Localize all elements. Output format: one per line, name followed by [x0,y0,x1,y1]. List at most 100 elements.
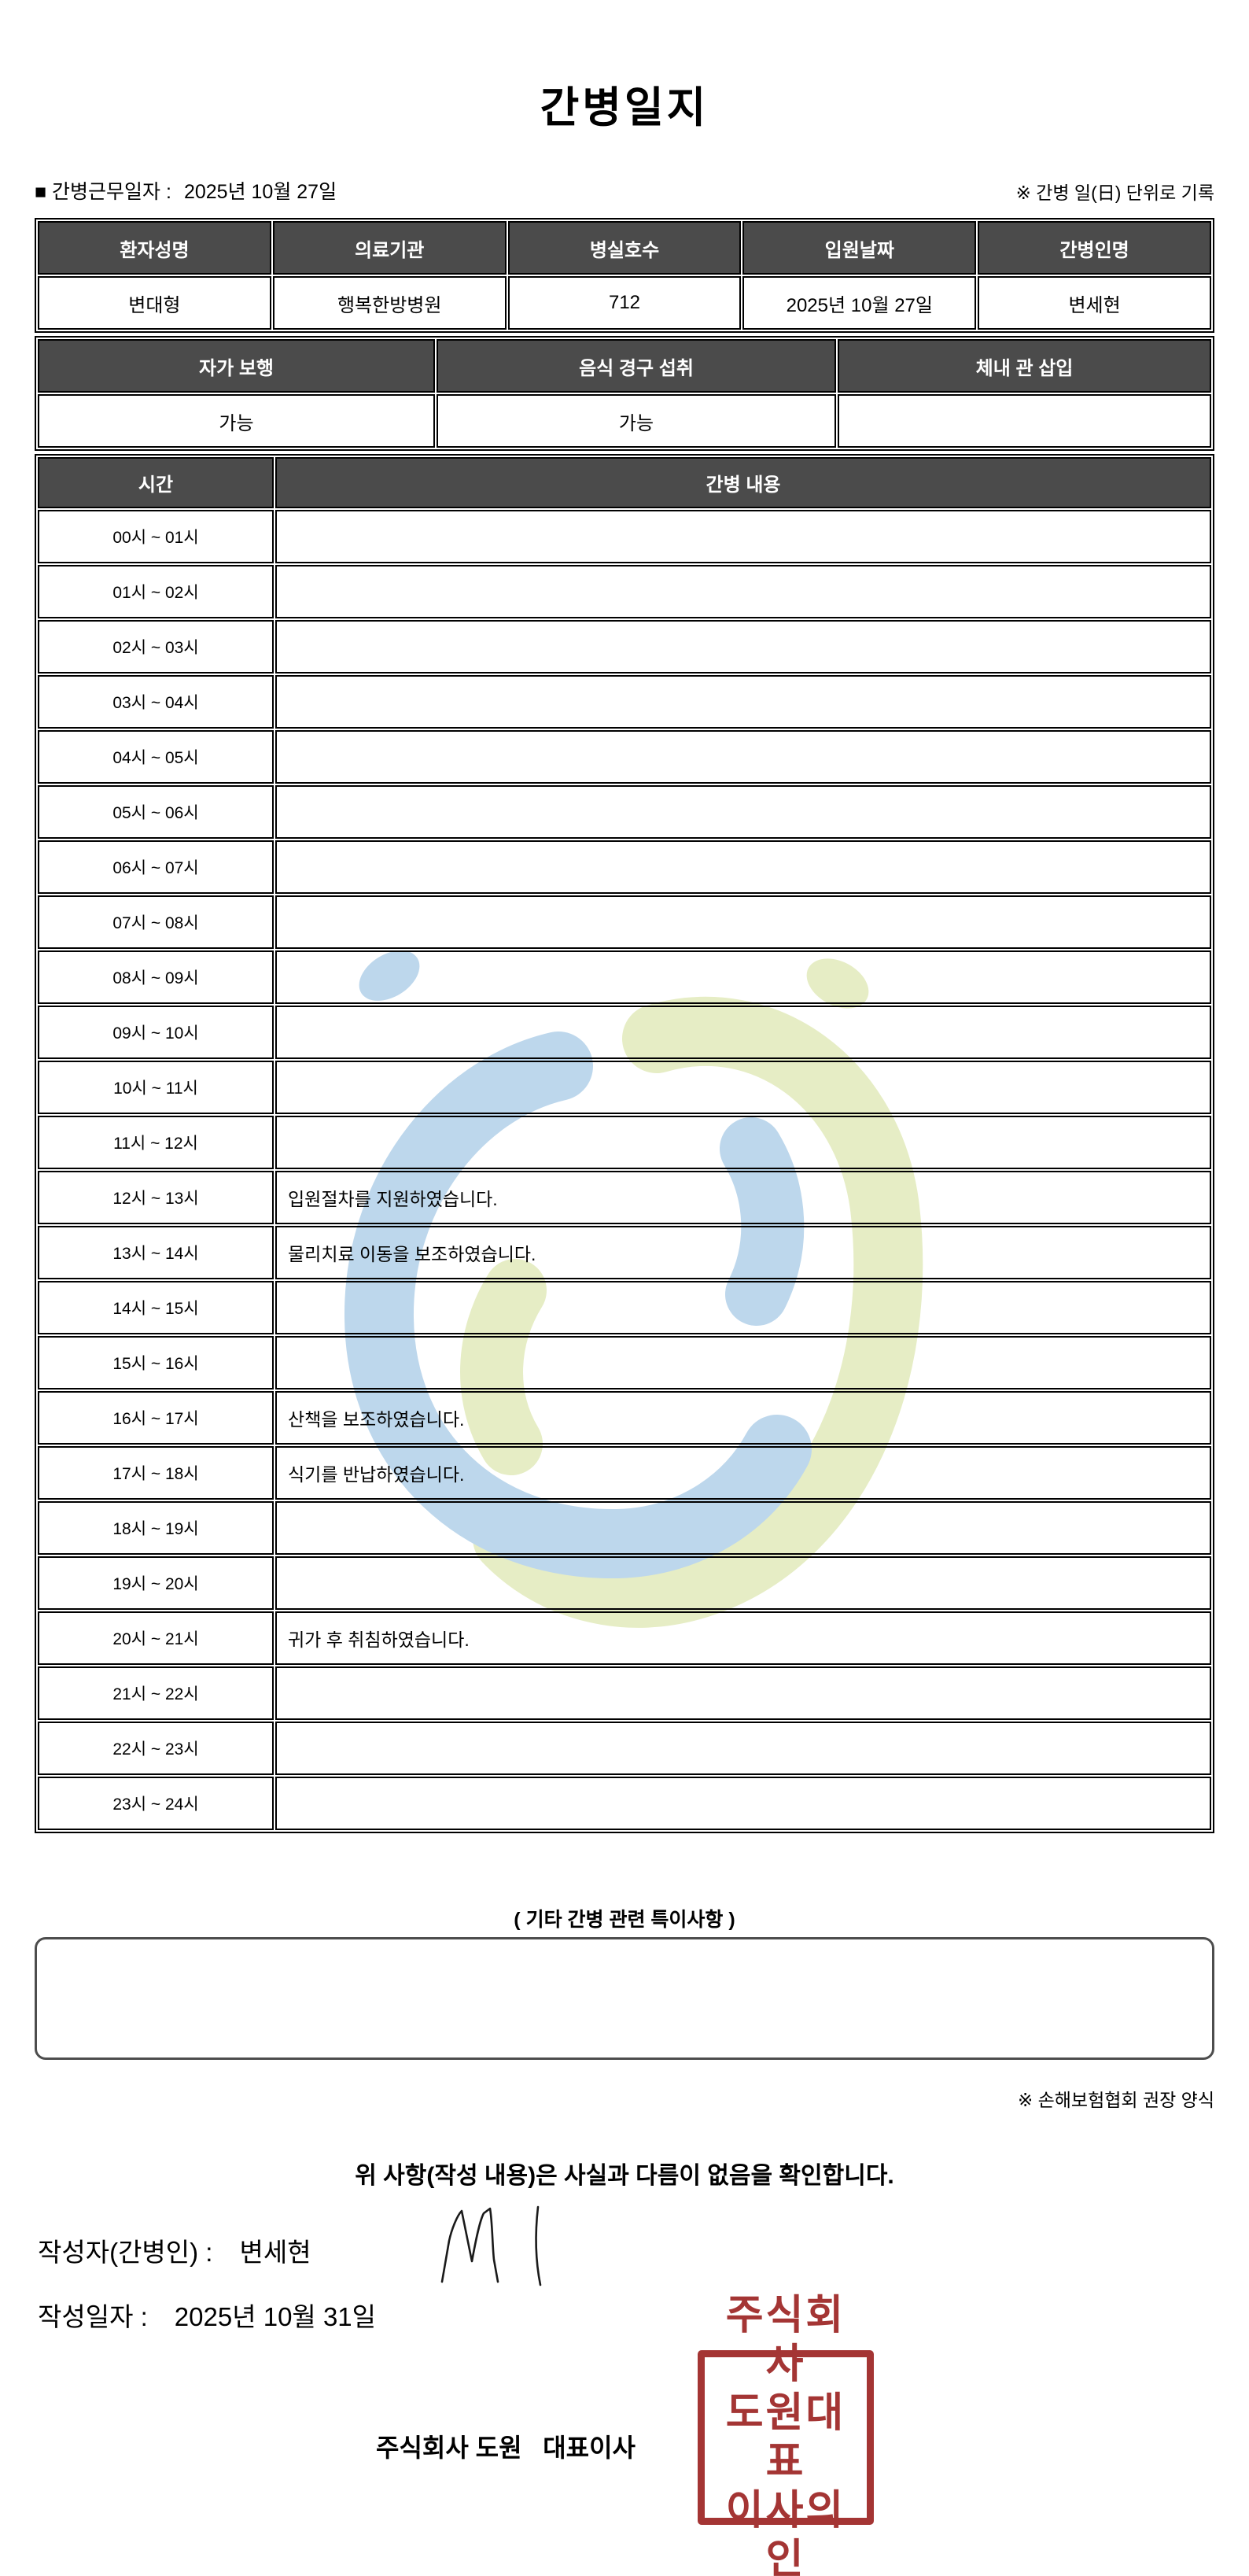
care-log-row: 19시 ~ 20시 [38,1556,1211,1610]
care-content-cell: 산책을 보조하였습니다. [275,1391,1211,1445]
value-admission-date: 2025년 10월 27일 [742,276,977,330]
care-log-row: 06시 ~ 07시 [38,840,1211,894]
time-cell: 21시 ~ 22시 [38,1666,274,1720]
care-log-row: 12시 ~ 13시 입원절차를 지원하였습니다. [38,1171,1211,1224]
care-log-row: 18시 ~ 19시 [38,1501,1211,1555]
care-log-row: 05시 ~ 06시 [38,785,1211,839]
care-content-cell: 물리치료 이동을 보조하였습니다. [275,1226,1211,1279]
value-self-walking: 가능 [38,394,435,448]
patient-status-table: 자가 보행 음식 경구 섭취 체내 관 삽입 가능 가능 [35,336,1214,451]
time-cell: 00시 ~ 01시 [38,510,274,563]
time-cell: 10시 ~ 11시 [38,1061,274,1114]
care-log-row: 23시 ~ 24시 [38,1777,1211,1830]
confirmation-statement: 위 사항(작성 내용)은 사실과 다름이 없음을 확인합니다. [355,2163,894,2189]
writer-name: 변세현 [239,2238,311,2267]
time-cell: 02시 ~ 03시 [38,620,274,674]
written-date-label: 작성일자 : [38,2302,148,2331]
work-date-value: 2025년 10월 27일 [183,181,337,203]
value-room-number: 712 [507,276,742,330]
time-cell: 12시 ~ 13시 [38,1171,274,1224]
header-medical-institution: 의료기관 [272,221,507,275]
care-log-row: 14시 ~ 15시 [38,1281,1211,1334]
header-self-walking: 자가 보행 [38,339,435,393]
time-cell: 15시 ~ 16시 [38,1336,274,1389]
care-log-row: 13시 ~ 14시 물리치료 이동을 보조하였습니다. [38,1226,1211,1279]
care-content-cell [275,1777,1211,1830]
care-log-row: 10시 ~ 11시 [38,1061,1211,1114]
care-log-row: 01시 ~ 02시 [38,565,1211,618]
time-cell: 04시 ~ 05시 [38,730,274,784]
care-content-cell [275,620,1211,674]
care-content-cell [275,840,1211,894]
time-cell: 06시 ~ 07시 [38,840,274,894]
seal-text-row: 도원대표 [725,2390,846,2485]
care-log-row: 00시 ~ 01시 [38,510,1211,563]
time-cell: 18시 ~ 19시 [38,1501,274,1555]
signature [440,2205,542,2286]
care-log-table: 시간 간병 내용 00시 ~ 01시 01시 ~ 02시 02시 ~ 03시 0… [35,454,1214,1833]
time-cell: 11시 ~ 12시 [38,1116,274,1169]
care-log-row: 04시 ~ 05시 [38,730,1211,784]
care-content-cell: 입원절차를 지원하였습니다. [275,1171,1211,1224]
care-content-cell [275,895,1211,949]
time-cell: 14시 ~ 15시 [38,1281,274,1334]
work-date-line: ■ 간병근무일자 : 2025년 10월 27일 [35,176,337,205]
header-patient-name: 환자성명 [38,221,271,275]
work-date-label: ■ 간병근무일자 : [35,181,171,203]
care-content-cell: 귀가 후 취침하였습니다. [275,1611,1211,1665]
care-content-cell [275,1722,1211,1775]
care-content-cell [275,565,1211,618]
care-log-row: 11시 ~ 12시 [38,1116,1211,1169]
care-content-cell [275,1006,1211,1059]
time-cell: 08시 ~ 09시 [38,950,274,1004]
care-content-cell [275,510,1211,563]
remarks-title: ( 기타 간병 관련 특이사항 ) [514,1909,735,1931]
seal-text-row: 이사의인 [725,2488,846,2576]
remarks-box [35,1937,1214,2060]
care-content-cell [275,1666,1211,1720]
header-care-content: 간병 내용 [275,457,1211,508]
page-title: 간병일지 [540,84,709,131]
time-cell: 17시 ~ 18시 [38,1446,274,1500]
care-log-row: 20시 ~ 21시 귀가 후 취침하였습니다. [38,1611,1211,1665]
company-seal-stamp: 주식회사 도원대표 이사의인 [698,2293,874,2576]
writer-line: 작성자(간병인) : 변세현 [38,2231,311,2269]
time-cell: 13시 ~ 14시 [38,1226,274,1279]
care-content-cell [275,1556,1211,1610]
header-admission-date: 입원날짜 [742,221,977,275]
value-patient-name: 변대형 [38,276,271,330]
writer-label: 작성자(간병인) : [38,2238,213,2267]
care-log-row: 16시 ~ 17시 산책을 보조하였습니다. [38,1391,1211,1445]
care-log-row: 07시 ~ 08시 [38,895,1211,949]
time-cell: 23시 ~ 24시 [38,1777,274,1830]
care-content-cell: 식기를 반납하였습니다. [275,1446,1211,1500]
signature-scribble [440,2207,499,2283]
care-content-cell [275,1336,1211,1389]
time-cell: 22시 ~ 23시 [38,1722,274,1775]
form-recommendation-note: ※ 손해보험협회 권장 양식 [1017,2090,1214,2110]
time-cell: 05시 ~ 06시 [38,785,274,839]
care-log-row: 09시 ~ 10시 [38,1006,1211,1059]
header-caregiver-name: 간병인명 [978,221,1211,275]
care-log-row: 03시 ~ 04시 [38,675,1211,729]
written-date-value: 2025년 10월 31일 [174,2302,377,2331]
care-table-body: 00시 ~ 01시 01시 ~ 02시 02시 ~ 03시 03시 ~ 04시 … [38,510,1211,1830]
care-log-row: 02시 ~ 03시 [38,620,1211,674]
header-time: 시간 [38,457,274,508]
care-content-cell [275,1281,1211,1334]
care-content-cell [275,1501,1211,1555]
seal-text-row: 주식회사 [725,2293,846,2387]
time-cell: 20시 ~ 21시 [38,1611,274,1665]
care-content-cell [275,950,1211,1004]
care-log-row: 17시 ~ 18시 식기를 반납하였습니다. [38,1446,1211,1500]
value-tube-insertion [838,394,1211,448]
care-log-row: 08시 ~ 09시 [38,950,1211,1004]
care-log-row: 21시 ~ 22시 [38,1666,1211,1720]
signature-stroke [535,2205,542,2286]
care-content-cell [275,785,1211,839]
unit-note: ※ 간병 일(日) 단위로 기록 [1015,183,1214,203]
care-content-cell [275,730,1211,784]
value-medical-institution: 행복한방병원 [272,276,507,330]
written-date-line: 작성일자 : 2025년 10월 31일 [38,2296,376,2334]
